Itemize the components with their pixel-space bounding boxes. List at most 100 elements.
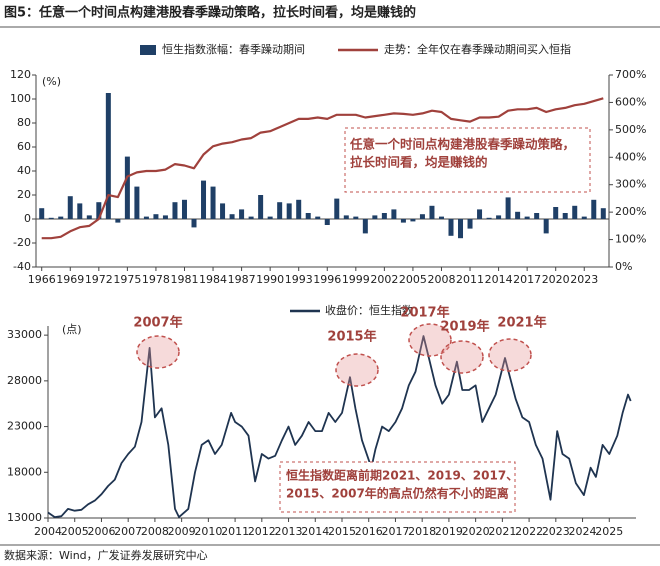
legend-swatch — [140, 45, 156, 55]
y-tick-label: 40 — [17, 164, 31, 177]
bar — [134, 186, 140, 219]
x-tick-label: 2004 — [34, 525, 62, 538]
x-tick-label: 1978 — [142, 273, 170, 286]
y-axis-unit: (点) — [62, 323, 82, 336]
bar — [181, 199, 187, 219]
bar — [210, 186, 216, 219]
bar — [429, 205, 435, 219]
bar — [534, 213, 540, 219]
y-tick-label: 120 — [10, 68, 31, 81]
bar — [419, 214, 425, 219]
bar — [229, 214, 235, 219]
bar — [553, 207, 559, 219]
bar — [334, 198, 340, 219]
source: 数据来源：Wind，广发证券发展研究中心 — [4, 548, 208, 562]
bar — [438, 216, 444, 219]
y2-tick-label: 300% — [615, 178, 646, 191]
x-tick-label: 2015 — [328, 525, 356, 538]
bar — [143, 216, 149, 219]
x-tick-label: 2023 — [542, 525, 570, 538]
x-tick-label: 2006 — [87, 525, 115, 538]
bar — [277, 202, 283, 219]
bar — [353, 216, 359, 219]
x-tick-label: 1987 — [228, 273, 256, 286]
bar — [258, 195, 264, 219]
bar — [115, 219, 121, 223]
bar — [77, 203, 83, 219]
x-tick-label: 2019 — [435, 525, 463, 538]
y-tick-label: 20 — [17, 188, 31, 201]
bar — [515, 211, 521, 219]
y2-tick-label: 500% — [615, 123, 646, 136]
annotation-box — [344, 127, 591, 193]
bar — [286, 203, 292, 219]
y-tick-label: 80 — [17, 116, 31, 129]
annotation-text: 拉长时间看，均是赚钱的 — [350, 155, 488, 170]
y2-tick-label: 100% — [615, 233, 646, 246]
bar — [162, 215, 168, 219]
highlight-ellipse — [335, 353, 379, 387]
annotation-box — [279, 461, 516, 513]
bar — [391, 209, 397, 219]
bar — [48, 217, 54, 219]
legend-label: 收盘价：恒生指数 — [325, 303, 413, 317]
x-tick-label: 2021 — [488, 525, 516, 538]
bar — [296, 199, 302, 219]
bar — [458, 219, 464, 239]
y-tick-label: 28000 — [7, 374, 42, 387]
highlight-label: 2007年 — [133, 315, 182, 331]
highlight-ellipse — [488, 338, 532, 372]
bar — [220, 203, 226, 219]
x-tick-label: 2008 — [427, 273, 455, 286]
data-line — [47, 335, 632, 518]
y2-tick-label: 200% — [615, 205, 646, 218]
y2-tick-label: 0% — [615, 260, 632, 273]
highlight-label: 2015年 — [327, 329, 376, 345]
highlight-label: 2017年 — [400, 305, 449, 321]
bar — [496, 215, 502, 219]
bar — [581, 216, 587, 219]
y-tick-label: -40 — [13, 260, 31, 273]
x-tick-label: 2005 — [61, 525, 89, 538]
x-tick-label: 2024 — [569, 525, 597, 538]
y-tick-label: 18000 — [7, 465, 42, 478]
highlight-label: 2021年 — [497, 315, 546, 331]
x-tick-label: 2017 — [381, 525, 409, 538]
bar — [362, 219, 368, 234]
x-tick-label: 1966 — [28, 273, 56, 286]
annotation-text: 2015、2007年的高点仍然有不小的距离 — [286, 486, 509, 501]
bar — [239, 209, 245, 219]
bar — [467, 219, 473, 229]
bar — [372, 215, 378, 219]
bar — [86, 215, 92, 219]
x-tick-label: 2008 — [141, 525, 169, 538]
x-tick-label: 1975 — [113, 273, 141, 286]
y-tick-label: 13000 — [7, 511, 42, 524]
x-tick-label: 2016 — [355, 525, 383, 538]
x-tick-label: 1993 — [285, 273, 313, 286]
bar — [67, 196, 73, 219]
annotation-text: 恒生指数距离前期2021、2019、2017、 — [286, 468, 518, 483]
x-tick-label: 2022 — [515, 525, 543, 538]
bar — [343, 215, 349, 219]
bar — [39, 208, 45, 219]
x-tick-label: 2005 — [399, 273, 427, 286]
legend-label: 走势：全年仅在春季躁动期间买入恒指 — [384, 42, 571, 56]
bar — [124, 156, 130, 219]
bar — [105, 93, 111, 219]
bar — [191, 219, 197, 228]
x-tick-label: 2017 — [513, 273, 541, 286]
x-tick-label: 2020 — [542, 273, 570, 286]
bar — [305, 213, 311, 219]
x-tick-label: 2025 — [595, 525, 623, 538]
x-tick-label: 1984 — [199, 273, 227, 286]
bar — [324, 219, 330, 225]
bar — [477, 209, 483, 219]
x-tick-label: 1990 — [256, 273, 284, 286]
bar — [201, 180, 207, 219]
x-tick-label: 2023 — [570, 273, 598, 286]
bar — [400, 219, 406, 223]
highlight-ellipse — [408, 323, 452, 357]
highlight-ellipse — [440, 340, 484, 374]
